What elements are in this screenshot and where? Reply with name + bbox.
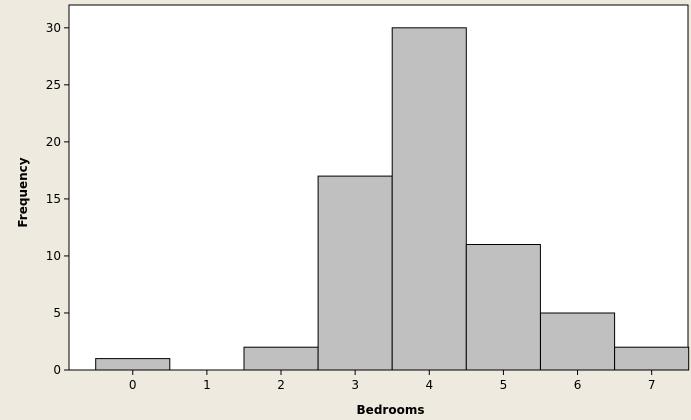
x-axis: 0 1 2 3 4 5 6 7: [129, 370, 656, 392]
y-axis: 0 5 10 15 20 25 30: [46, 21, 69, 377]
bar-6: [540, 312, 616, 371]
y-axis-title: Frequency: [16, 157, 30, 227]
x-tick-label-1: 1: [203, 378, 211, 392]
bar-2: [243, 346, 319, 371]
x-tick-label-3: 3: [351, 378, 359, 392]
y-tick-label-25: 25: [46, 78, 61, 92]
x-tick-label-0: 0: [129, 378, 137, 392]
x-tick-label-2: 2: [277, 378, 285, 392]
y-tick-label-20: 20: [46, 135, 61, 149]
bar-5: [465, 244, 541, 371]
x-tick-label-4: 4: [425, 378, 433, 392]
y-tick-label-10: 10: [46, 249, 61, 263]
x-axis-title: Bedrooms: [357, 403, 425, 417]
bar-0: [95, 358, 171, 371]
y-tick-label-0: 0: [53, 363, 61, 377]
x-tick-label-7: 7: [648, 378, 656, 392]
x-tick-label-5: 5: [500, 378, 508, 392]
y-tick-label-15: 15: [46, 192, 61, 206]
bar-3: [317, 175, 393, 371]
y-tick-label-30: 30: [46, 21, 61, 35]
bar-7: [614, 346, 690, 371]
x-tick-label-6: 6: [574, 378, 582, 392]
y-tick-label-5: 5: [53, 306, 61, 320]
bar-4: [391, 27, 467, 371]
bars-group: [95, 27, 690, 371]
